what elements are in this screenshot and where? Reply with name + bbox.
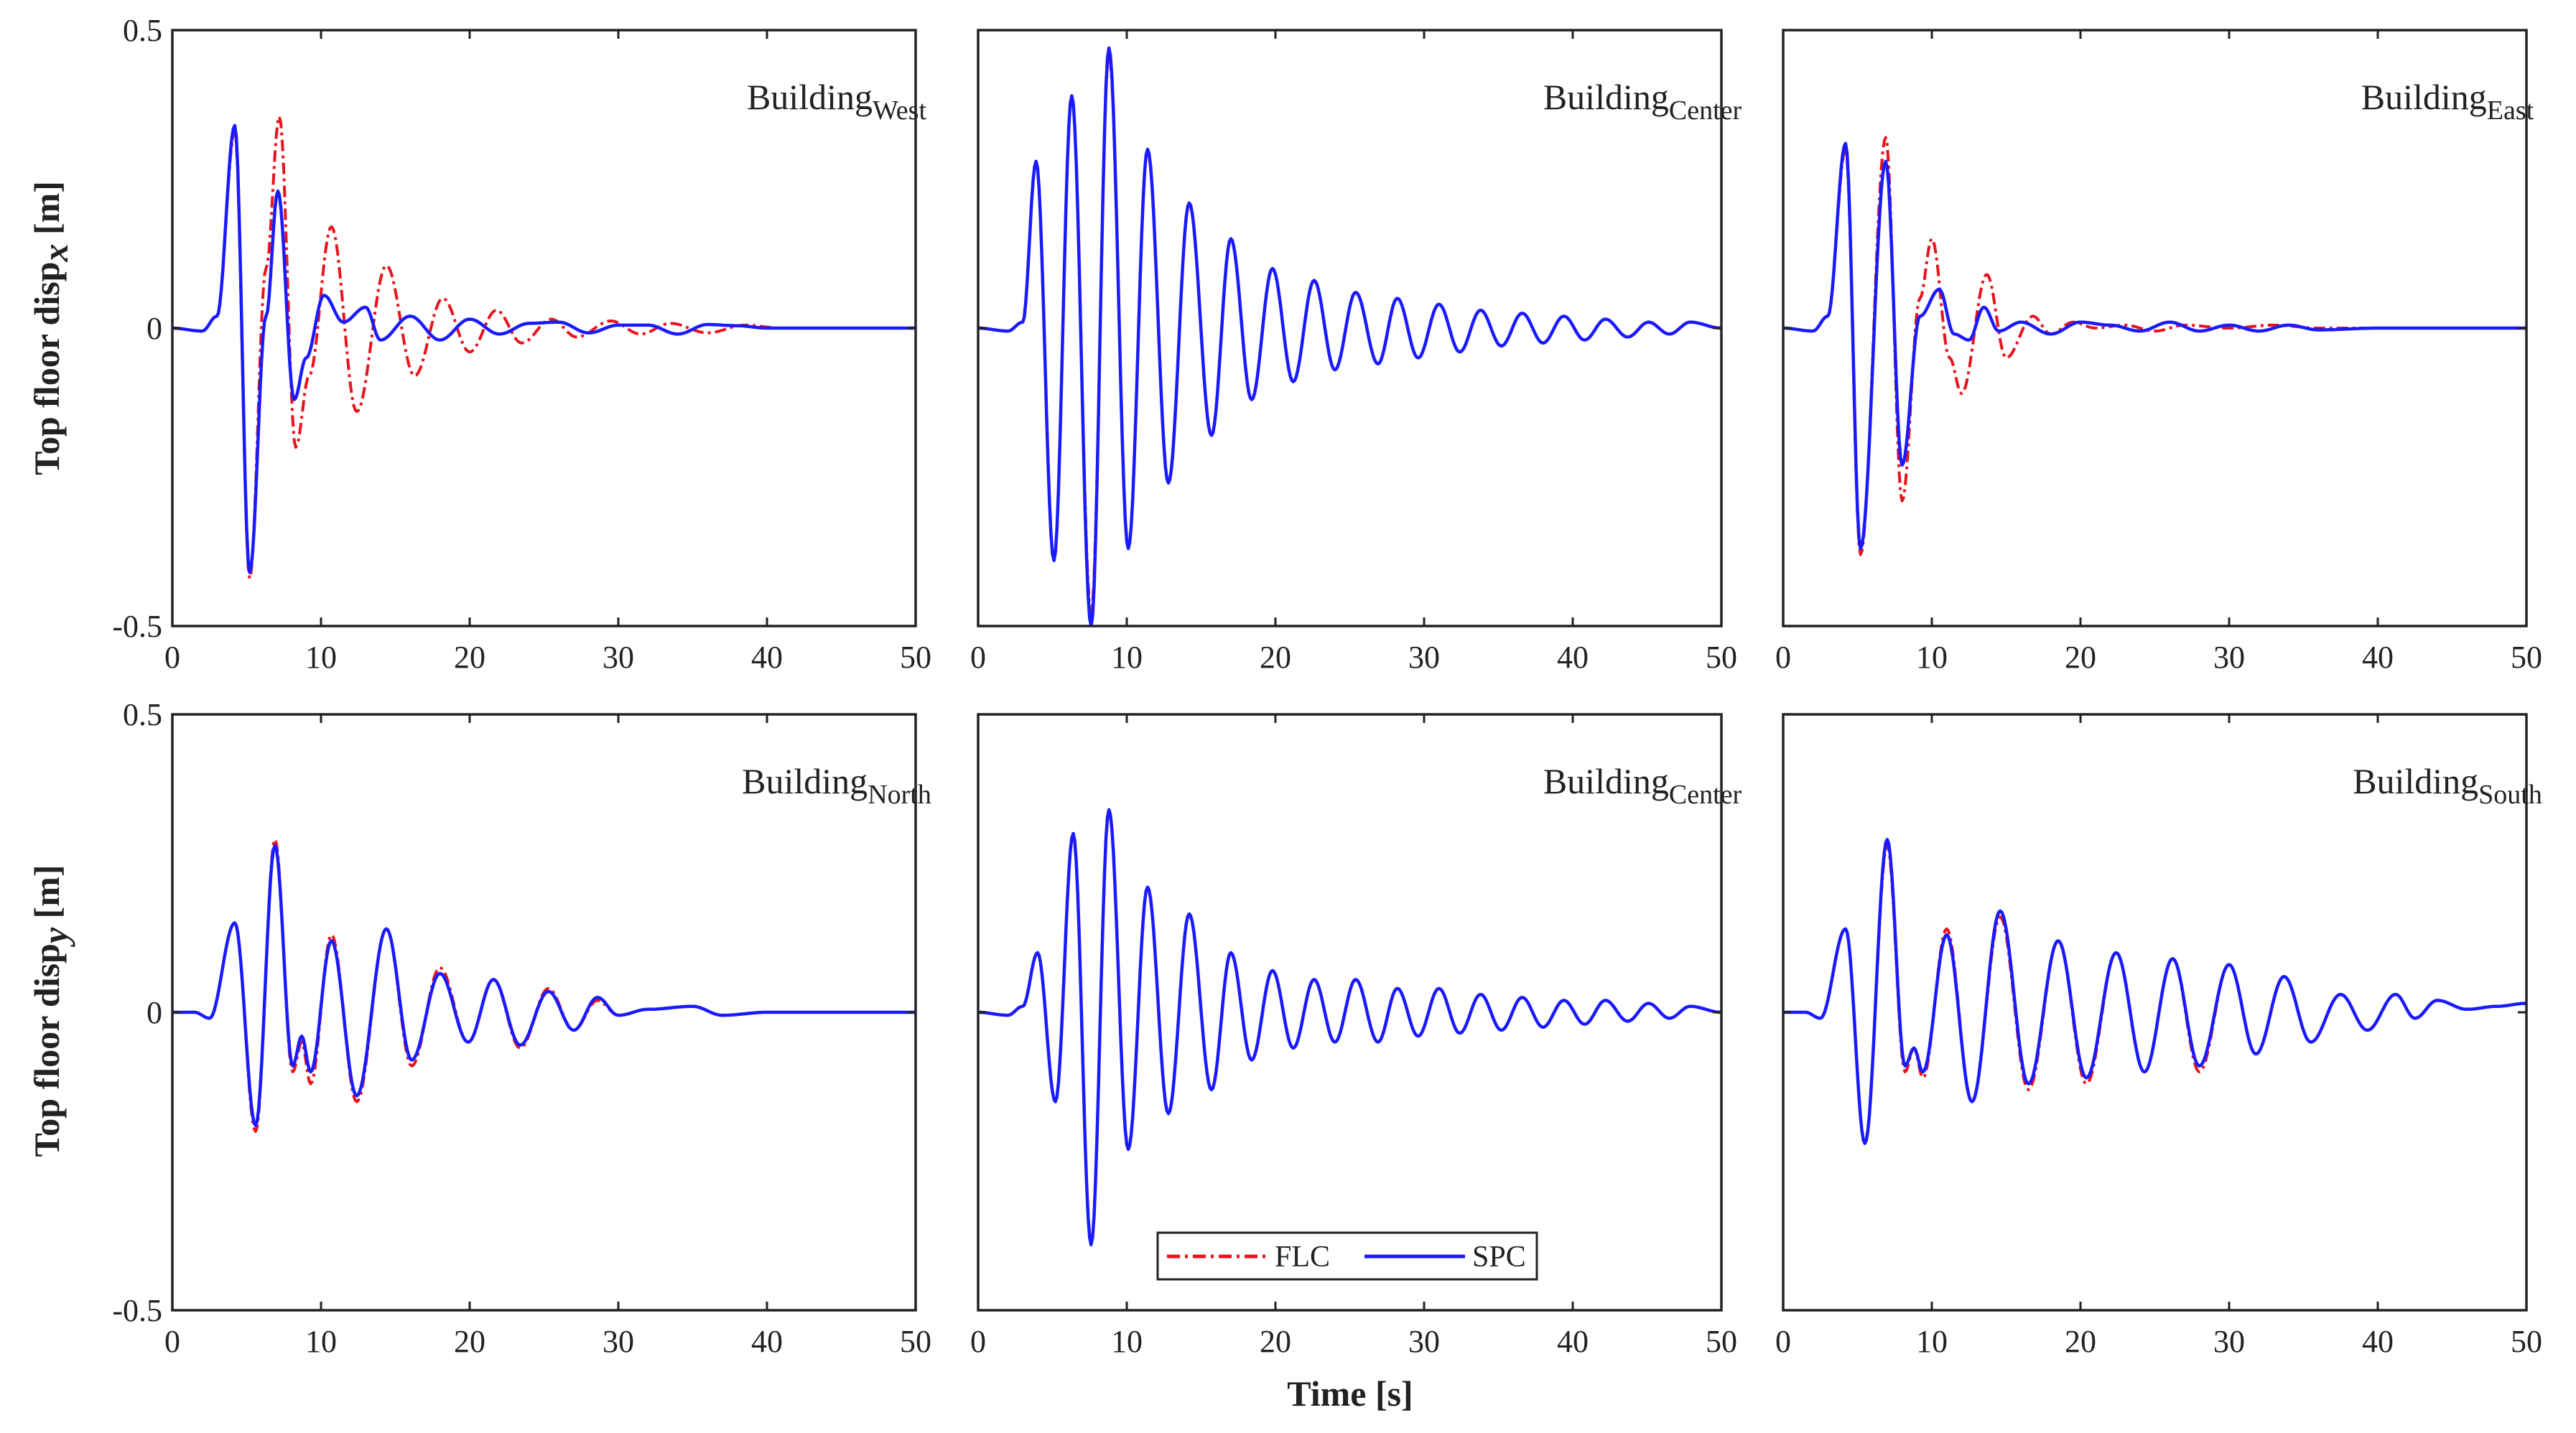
- legend: FLC SPC: [1156, 1231, 1538, 1281]
- series-group: [1783, 838, 2526, 1145]
- legend-label-flc: FLC: [1275, 1241, 1330, 1274]
- x-axis-label: Time [s]: [1287, 1373, 1413, 1414]
- series-group: [172, 838, 916, 1133]
- y-axis-label-main: Top floor disp: [27, 262, 67, 475]
- x-tick-label: 30: [603, 640, 634, 675]
- x-tick-label: 40: [2362, 640, 2394, 675]
- x-tick-label: 20: [2065, 1324, 2096, 1359]
- y-tick-label: 0.5: [123, 697, 162, 732]
- y-tick-label: -0.5: [112, 1293, 162, 1328]
- series-group: [1783, 136, 2526, 556]
- building-title-main: Building: [1543, 77, 1669, 117]
- x-tick-label: 50: [2511, 640, 2542, 675]
- x-tick-label: 0: [1775, 1324, 1791, 1359]
- series-group: [978, 808, 1721, 1246]
- panel-center-x: 0 10 20 30 40 50 BuildingCenter: [970, 29, 1742, 675]
- x-tick-label: 0: [164, 640, 180, 675]
- building-title-subscript: South: [2478, 780, 2542, 810]
- building-title: BuildingCenter: [1543, 761, 1742, 810]
- x-tick-label: 10: [305, 1324, 337, 1359]
- x-tick-label: 40: [751, 1324, 783, 1359]
- series-line-flc: [1783, 136, 2526, 556]
- building-title-main: Building: [1543, 761, 1669, 801]
- series-group: [978, 46, 1721, 626]
- y-axis-label-unit: [m]: [27, 864, 67, 927]
- x-tick-label: 50: [2511, 1324, 2542, 1359]
- y-axis-label-bottom-row: Top floor dispy [m]: [27, 864, 75, 1157]
- panel-center-y: 0 10 20 30 40 50 BuildingCenter: [970, 713, 1742, 1359]
- y-tick-label: 0: [147, 311, 162, 346]
- x-tick-label: 20: [2065, 640, 2096, 675]
- x-tick-label: 40: [2362, 1324, 2394, 1359]
- x-tick-label: 50: [1706, 640, 1737, 675]
- x-tick-label: 0: [970, 1324, 986, 1359]
- building-title-subscript: West: [873, 95, 926, 126]
- x-tick-label: 40: [751, 640, 783, 675]
- x-tick-label: 10: [305, 640, 337, 675]
- x-tick-label: 50: [900, 640, 931, 675]
- legend-label-spc: SPC: [1472, 1241, 1526, 1274]
- x-tick-label: 30: [2213, 640, 2245, 675]
- plot-area: [978, 30, 1721, 626]
- series-group: [172, 115, 916, 580]
- building-title-main: Building: [747, 77, 873, 117]
- y-tick-label: 0.5: [123, 13, 162, 48]
- y-axis-label-main: Top floor disp: [27, 943, 67, 1157]
- building-title-subscript: Center: [1669, 95, 1742, 126]
- x-tick-label: 40: [1557, 640, 1589, 675]
- x-tick-label: 50: [1706, 1324, 1737, 1359]
- series-line-spc: [978, 808, 1721, 1246]
- x-tick-label: 40: [1557, 1324, 1589, 1359]
- x-tick-label: 10: [1111, 640, 1143, 675]
- x-tick-label: 20: [1260, 640, 1291, 675]
- x-tick-label: 10: [1111, 1324, 1143, 1359]
- y-axis-label-top-row: Top floor dispx [m]: [27, 181, 75, 475]
- x-tick-label: 20: [454, 640, 485, 675]
- y-axis-label-subscript: x: [35, 244, 75, 263]
- building-title-subscript: East: [2487, 95, 2534, 126]
- building-title: BuildingWest: [747, 77, 927, 126]
- building-title-subscript: Center: [1669, 780, 1742, 810]
- x-tick-label: 0: [970, 640, 986, 675]
- y-axis-label-unit: [m]: [27, 181, 67, 243]
- y-axis-label-subscript: y: [35, 927, 75, 947]
- x-tick-label: 30: [603, 1324, 634, 1359]
- series-line-spc: [1783, 838, 2526, 1145]
- x-tick-label: 20: [454, 1324, 485, 1359]
- x-tick-label: 0: [164, 1324, 180, 1359]
- building-title-main: Building: [742, 761, 868, 801]
- panel-east-x: 0 10 20 30 40 50 BuildingEast: [1775, 29, 2542, 675]
- x-tick-label: 10: [1916, 1324, 1948, 1359]
- x-tick-label: 30: [2213, 1324, 2245, 1359]
- series-line-spc: [1783, 141, 2526, 551]
- building-title-main: Building: [2353, 761, 2478, 801]
- building-title: BuildingEast: [2361, 77, 2534, 126]
- x-tick-label: 10: [1916, 640, 1948, 675]
- building-title-subscript: North: [868, 780, 931, 810]
- building-title-main: Building: [2361, 77, 2487, 117]
- panel-south-y: 0 10 20 30 40 50 BuildingSouth: [1775, 713, 2542, 1359]
- building-title: BuildingNorth: [742, 761, 931, 810]
- x-tick-label: 50: [900, 1324, 931, 1359]
- series-line-spc: [172, 844, 916, 1127]
- y-tick-label: -0.5: [112, 609, 162, 644]
- x-tick-label: 30: [1408, 1324, 1440, 1359]
- x-tick-label: 20: [1260, 1324, 1291, 1359]
- building-title: BuildingCenter: [1543, 77, 1742, 126]
- x-tick-label: 30: [1408, 640, 1440, 675]
- building-title: BuildingSouth: [2353, 761, 2542, 810]
- series-line-spc: [172, 123, 916, 574]
- plot-area: [1783, 714, 2526, 1310]
- series-line-spc: [978, 46, 1721, 626]
- y-tick-label: 0: [147, 995, 162, 1030]
- x-tick-label: 0: [1775, 640, 1791, 675]
